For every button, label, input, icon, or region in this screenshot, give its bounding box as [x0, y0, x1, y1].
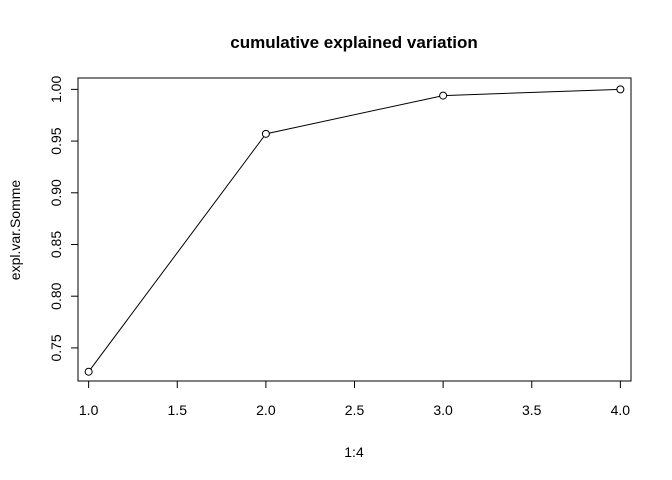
x-tick-label: 1.0 — [79, 402, 99, 418]
x-tick-label: 1.5 — [168, 402, 188, 418]
x-tick-label: 2.5 — [345, 402, 365, 418]
y-axis: 0.75 0.80 0.85 0.90 0.95 1.00 — [48, 76, 79, 362]
data-point — [616, 85, 625, 94]
data-point — [439, 91, 448, 100]
plot-frame — [77, 77, 632, 382]
x-tick-label: 4.0 — [611, 402, 631, 418]
x-axis: 1.0 1.5 2.0 2.5 3.0 3.5 4.0 — [79, 380, 631, 418]
series — [84, 85, 625, 376]
x-axis-label: 1:4 — [344, 444, 364, 460]
chart-title: cumulative explained variation — [230, 33, 478, 52]
y-tick-label: 0.80 — [48, 282, 64, 309]
y-tick-label: 1.00 — [48, 76, 64, 103]
y-tick-label: 0.90 — [48, 179, 64, 206]
x-tick-label: 3.5 — [522, 402, 542, 418]
data-point — [84, 367, 93, 376]
series-line — [88, 88, 621, 372]
y-tick-label: 0.95 — [48, 127, 64, 154]
data-point — [261, 129, 270, 138]
x-tick-label: 2.0 — [256, 402, 276, 418]
x-tick-label: 3.0 — [433, 402, 453, 418]
y-axis-label: expl.var.Somme — [7, 180, 23, 281]
y-tick-label: 0.85 — [48, 231, 64, 258]
y-tick-label: 0.75 — [48, 334, 64, 361]
